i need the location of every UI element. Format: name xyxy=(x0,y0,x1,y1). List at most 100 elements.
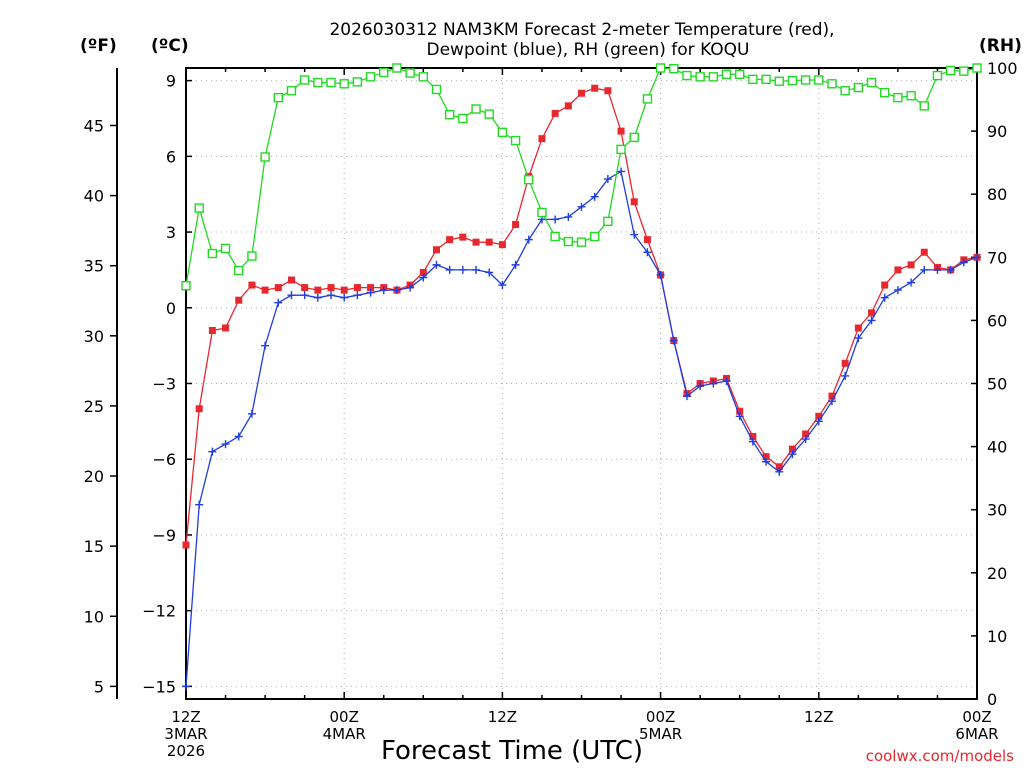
temperature-point xyxy=(222,324,230,332)
rh-point xyxy=(669,63,679,74)
temperature-point xyxy=(459,233,467,241)
temperature-point xyxy=(208,326,216,334)
dewpoint-point xyxy=(854,334,863,343)
temperature-point xyxy=(617,127,625,135)
rh-point xyxy=(853,82,864,93)
dewpoint-point xyxy=(287,291,296,300)
rh-tick-label: 50 xyxy=(987,375,1007,394)
dewpoint-point xyxy=(656,270,665,279)
temperature-point xyxy=(762,453,770,461)
rh-unit-label: (RH) xyxy=(979,36,1022,56)
dewpoint-point xyxy=(247,409,256,418)
rh-point xyxy=(774,76,784,86)
temperature-point xyxy=(551,109,559,117)
dewpoint-point xyxy=(801,435,810,444)
rh-point xyxy=(418,72,428,82)
rh-point xyxy=(972,63,982,73)
dewpoint-point xyxy=(590,192,599,201)
temperature-point xyxy=(182,541,190,549)
temperature-point xyxy=(287,276,295,284)
dewpoint-point xyxy=(880,293,889,302)
dewpoint-point xyxy=(827,397,836,406)
fahrenheit-tick-label: 35 xyxy=(84,257,104,276)
x-tick-label: 5MAR xyxy=(639,725,682,743)
fahrenheit-tick-label: 20 xyxy=(84,467,104,486)
rh-point xyxy=(655,63,666,73)
dewpoint-point xyxy=(788,450,797,459)
dewpoint-point xyxy=(327,291,336,300)
rh-point xyxy=(787,75,798,86)
fahrenheit-tick-label: 25 xyxy=(84,397,104,416)
fahrenheit-tick-label: 10 xyxy=(84,607,104,626)
temperature-point xyxy=(841,359,849,367)
dewpoint-point xyxy=(577,202,586,211)
fahrenheit-unit-label: (ºF) xyxy=(80,36,117,56)
rh-point xyxy=(695,72,705,82)
rh-point xyxy=(616,144,626,155)
dewpoint-point xyxy=(867,316,876,325)
x-tick-label: 3MAR xyxy=(164,725,207,743)
rh-point xyxy=(299,75,310,85)
rh-tick-label: 70 xyxy=(987,248,1007,267)
x-tick-label: 2026 xyxy=(167,742,205,760)
dewpoint-point xyxy=(485,268,494,277)
temperature-point xyxy=(591,84,599,92)
dewpoint-point xyxy=(300,291,309,300)
dewpoint-point xyxy=(709,379,718,388)
rh-point xyxy=(932,70,943,81)
rh-point xyxy=(814,75,824,85)
temperature-point xyxy=(564,102,572,110)
temperature-point xyxy=(274,284,282,292)
rh-point xyxy=(207,248,218,259)
rh-point xyxy=(194,203,204,213)
series-rh xyxy=(181,63,982,291)
rh-tick-label: 40 xyxy=(987,438,1007,457)
x-tick-label: 6MAR xyxy=(955,725,998,743)
rh-point xyxy=(761,74,771,85)
temperature-point xyxy=(512,220,520,228)
x-axis-label: Forecast Time (UTC) xyxy=(381,736,643,766)
dewpoint-point xyxy=(274,298,283,307)
celsius-tick-label: 0 xyxy=(166,299,176,318)
rh-point xyxy=(959,66,969,76)
rh-tick-label: 20 xyxy=(987,564,1007,583)
dewpoint-point xyxy=(511,260,520,269)
rh-point xyxy=(840,86,850,96)
chart-title-line2: Dewpoint (blue), RH (green) for KOQU xyxy=(427,40,750,60)
rh-point xyxy=(906,91,916,101)
dewpoint-point xyxy=(735,412,744,421)
rh-tick-label: 80 xyxy=(987,185,1007,204)
rh-point xyxy=(392,63,402,73)
temperature-point xyxy=(815,412,823,420)
dewpoint-point xyxy=(340,293,349,302)
dewpoint-point xyxy=(696,382,705,391)
rh-point xyxy=(537,207,547,218)
rh-point xyxy=(220,243,231,254)
dewpoint-point xyxy=(353,291,362,300)
rh-point xyxy=(735,69,745,80)
dewpoint-point xyxy=(907,278,916,287)
temperature-point xyxy=(578,89,585,97)
rh-point xyxy=(379,67,389,78)
rh-point xyxy=(800,75,811,85)
rh-tick-label: 0 xyxy=(987,690,997,709)
dewpoint-point xyxy=(973,253,981,262)
temperature-point xyxy=(261,286,269,294)
rh-point xyxy=(352,77,363,87)
temperature-point xyxy=(643,236,651,244)
fahrenheit-tick-label: 40 xyxy=(84,187,104,206)
rh-point xyxy=(748,74,758,85)
rh-point xyxy=(458,113,468,124)
dewpoint-point xyxy=(498,281,507,290)
dewpoint-point xyxy=(814,417,823,426)
dewpoint-point xyxy=(445,265,454,274)
temperature-point xyxy=(604,87,612,95)
temperature-point xyxy=(802,430,810,438)
x-tick-label: 12Z xyxy=(804,708,833,726)
rh-point xyxy=(682,70,692,81)
x-tick-label: 4MAR xyxy=(323,725,366,743)
rh-point xyxy=(866,77,877,88)
temperature-point xyxy=(749,433,757,441)
x-tick-label: 00Z xyxy=(330,708,359,726)
